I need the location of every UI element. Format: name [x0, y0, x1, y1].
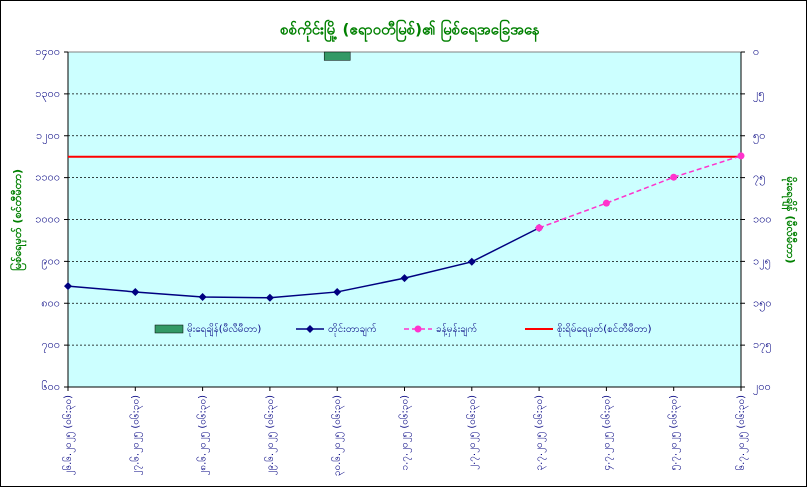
y-axis-label: မြစ်ရေမှတ် (စင်တီမီတာ) — [9, 169, 27, 271]
legend-label: စိုးရိမ်ရေမှတ်(စင်တီမီတာ) — [557, 322, 652, 337]
y2-tick-label: ၇၅ — [753, 171, 765, 186]
y2-tick-label: ၂၀၀ — [753, 380, 771, 395]
y2-tick-label: ၂၅ — [753, 87, 765, 102]
y-tick-label: ၁၂၀၀ — [36, 129, 60, 144]
x-tick-label: ၂၉.၆.၂၀၂၅ (၀၆:၃၀) — [263, 395, 278, 476]
point — [333, 287, 342, 296]
point — [602, 199, 610, 207]
y-tick-label: ၉၀၀ — [41, 254, 60, 269]
y2-tick-label: ၅၀ — [753, 129, 765, 144]
x-tick-label: ၃.၇.၂၀၂၅ (၀၆:၃၀) — [532, 395, 547, 471]
point — [414, 325, 422, 333]
y2-tick-label: ၁၂၅ — [753, 254, 771, 269]
line — [538, 155, 742, 229]
y-tick-label: ၁၁၀၀ — [35, 171, 60, 184]
point — [467, 257, 476, 266]
y-tick-label: ၇၀၀ — [41, 338, 60, 353]
legend-swatch — [154, 324, 184, 334]
x-tick-label: ၁.၇.၂၀၂၅ (၀၆:၃၀) — [398, 395, 413, 471]
y-tick-label: ၆၀၀ — [41, 380, 60, 393]
y2-tick-label: ၀ — [753, 45, 759, 58]
legend-label: ခန့်မှန်းချက် — [436, 322, 477, 337]
x-tick-label: ၄.၇.၂၀၂၅ (၀၆:၃၀) — [599, 395, 614, 471]
x-tick-label: ၅.၇.၂၀၂၅ (၀၆:၃၀) — [667, 395, 682, 471]
point — [265, 293, 274, 302]
y-tick-label: ၁၃၀၀ — [35, 87, 60, 102]
legend-label: တိုင်းတာချက် — [328, 322, 377, 337]
bar — [323, 51, 351, 61]
y2-axis-label: မိုးရေချိန် (မီလီမီတာ) — [781, 177, 798, 264]
x-tick-label: ၆.၇.၂၀၂၅ (၀၆:၃၀) — [734, 395, 749, 471]
legend-label: မိုးရေချိန်(မီလီမီတာ) — [187, 322, 261, 337]
point — [64, 282, 72, 291]
y-tick-label: ၈၀၀ — [41, 296, 60, 309]
point — [198, 292, 207, 301]
point — [670, 173, 678, 181]
x-tick-label: ၂၇.၆.၂၀၂၅ (၀၆:၃၀) — [128, 395, 143, 476]
point — [400, 274, 409, 283]
y2-tick-label: ၁၇၅ — [753, 338, 772, 353]
point — [131, 287, 140, 296]
point — [306, 325, 314, 333]
y2-tick-label: ၁၅၀ — [753, 296, 772, 311]
x-tick-label: ၃၀.၆.၂၀၂၅ (၀၆:၃၀) — [330, 395, 345, 476]
point — [737, 152, 745, 160]
y2-tick-label: ၁၀၀ — [753, 213, 772, 226]
line — [67, 227, 540, 299]
y-tick-label: ၁၄၀၀ — [35, 45, 60, 60]
x-tick-label: ၂၈.၆.၂၀၂၅ (၀၆:၃၀) — [196, 395, 211, 476]
point — [535, 224, 543, 232]
x-tick-label: ၂၆.၆.၂၀၂၅ (၀၆:၃၀) — [61, 395, 76, 476]
x-tick-label: ၂.၇.၂၀၂၅ (၀၆:၃၀) — [465, 395, 480, 470]
y-tick-label: ၁၀၀၀ — [35, 213, 60, 226]
